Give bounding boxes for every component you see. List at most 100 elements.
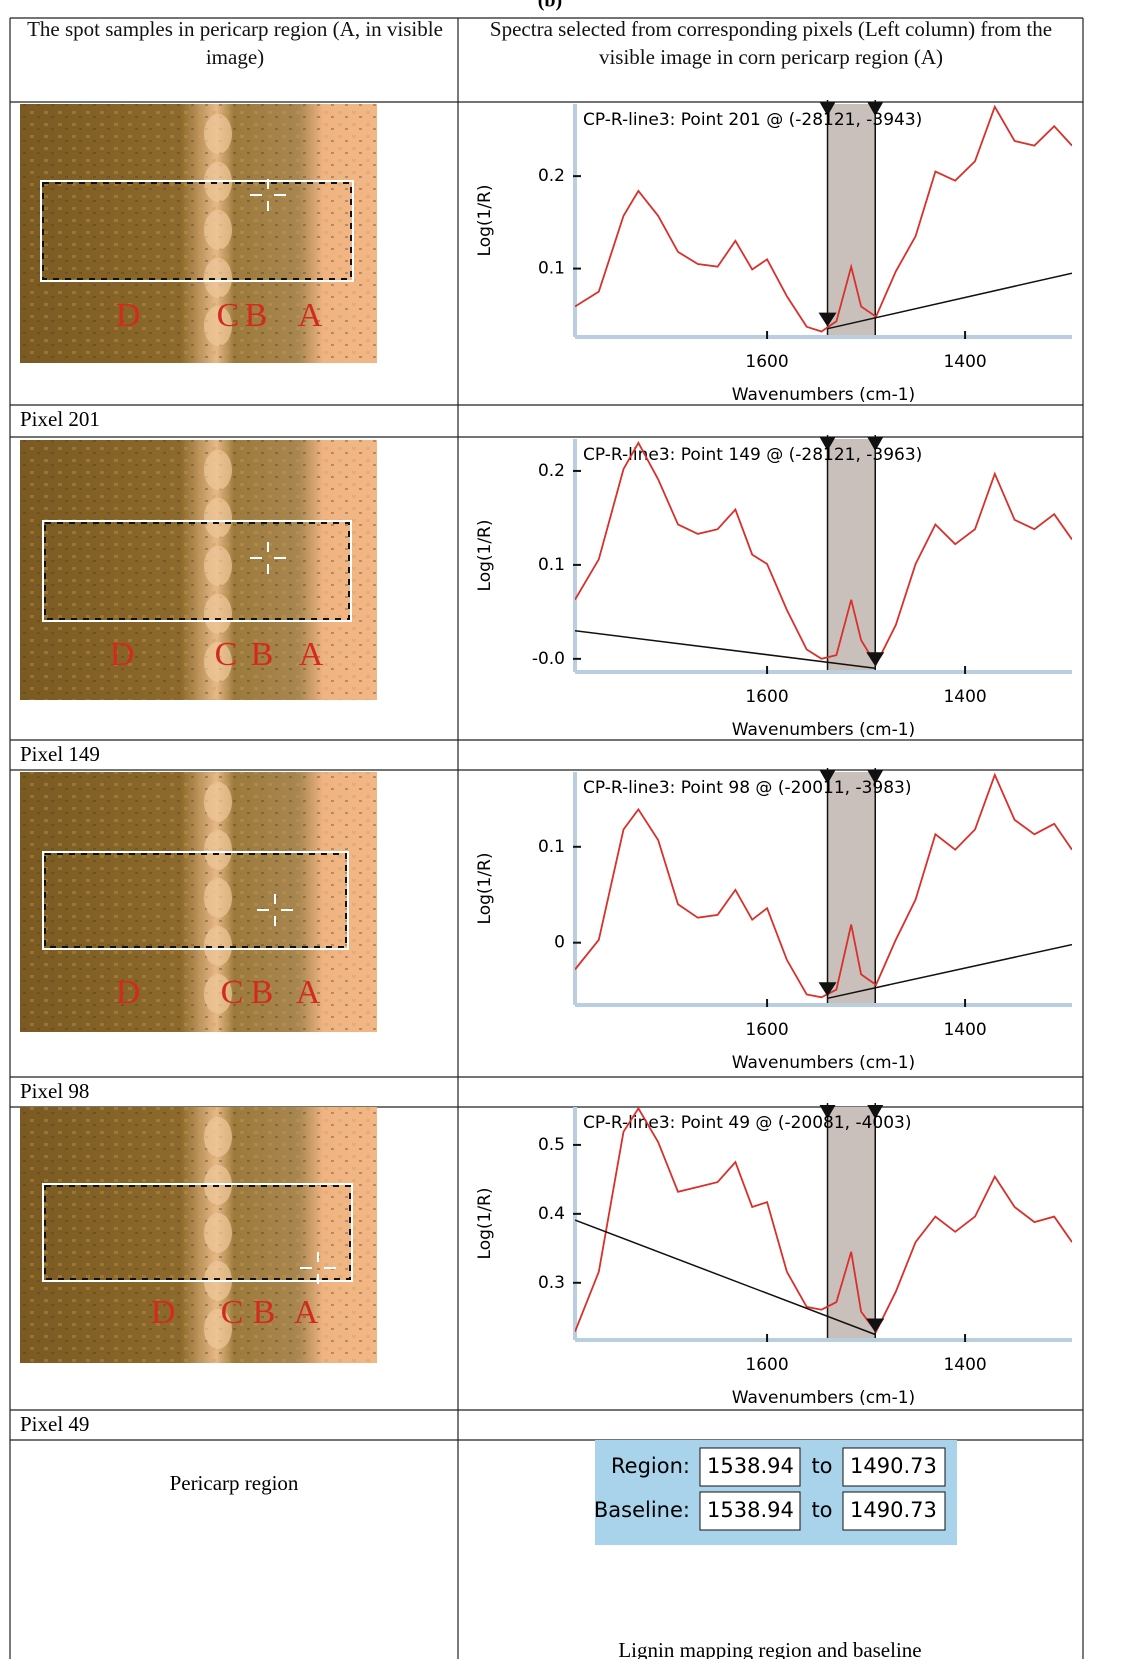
cell [204,642,232,682]
edge-marker [819,1105,836,1119]
region-band [827,1107,876,1340]
input-box[interactable] [842,1491,946,1531]
x-tick-label: 1600 [745,687,788,707]
y-axis-label: Log(1/R) [475,185,495,257]
baseline-line [575,1219,876,1336]
selection-box-dash [42,182,352,280]
x-tick-label: 1400 [943,1355,986,1375]
chart-annotation: CP-R-line3: Point 98 @ (-20011, -3983) [583,778,912,798]
region-letter: B [245,297,268,334]
cell [204,878,232,918]
chart-annotation: CP-R-line3: Point 49 @ (-20081, -4003) [583,1113,912,1133]
x-tick-label: 1400 [943,1020,986,1040]
region-letter: A [294,1294,319,1331]
y-tick-label: 0 [554,933,565,953]
x-axis-label: Wavenumbers (cm-1) [732,720,915,740]
x-axis-label: Wavenumbers (cm-1) [732,1053,915,1073]
image-texture [20,104,377,363]
image-texture [20,1107,377,1363]
cell [204,782,232,822]
x-axis-label: Wavenumbers (cm-1) [732,1388,915,1408]
baseline-line [575,629,876,669]
input-box[interactable] [699,1447,801,1487]
edge-marker [867,102,884,116]
selection-box [40,180,354,282]
region-band [827,439,876,672]
region-letter: B [251,636,274,673]
x-tick-label: 1400 [943,352,986,372]
baseline-marker [818,982,837,997]
edge-marker [867,770,884,784]
edge-marker [867,1105,884,1119]
spectrum-chart: 0 0.1 1600 1400 Wavenumbers (cm-1) Log(1/R) CP… [475,768,1072,1073]
cell [204,210,232,250]
region-letter: A [296,974,321,1011]
edge-marker [867,437,884,451]
cell [204,594,232,634]
spectrum-line [575,104,1072,333]
y-tick-label: 0.2 [538,461,565,481]
cell [204,114,232,154]
region-letter: C [215,636,238,673]
y-tick-label: 0.1 [538,259,565,279]
pixel-label: Pixel 98 [20,1079,89,1103]
region-band [827,104,876,337]
baseline-from: 1538.94 [707,1498,794,1522]
region-letter: D [110,636,135,673]
spectrum-line [575,1107,1072,1334]
footer-left: Pericarp region [170,1471,299,1495]
region-letter: D [151,1294,176,1331]
baseline-marker [866,652,885,667]
header-left: The spot samples in pericarp region (A, … [27,17,443,69]
panel-caption: Lignin mapping region and baseline [618,1638,921,1659]
image-texture [20,772,377,1032]
baseline-to: 1490.73 [850,1498,937,1522]
y-tick-label: -0.0 [532,649,565,669]
x-axis-label: Wavenumbers (cm-1) [732,385,915,405]
region-letter: C [221,974,244,1011]
chart-annotation: CP-R-line3: Point 201 @ (-28121, -3943) [583,110,922,130]
region-letter: A [298,297,323,334]
spectrum-line [575,440,1072,667]
crosshair [300,1252,336,1284]
crosshair [250,542,286,574]
input-box[interactable] [699,1491,801,1531]
region-letter: D [116,974,141,1011]
y-tick-label: 0.1 [538,837,565,857]
selection-box [42,1183,353,1282]
cell [204,306,232,346]
edge-marker [819,102,836,116]
input-box[interactable] [842,1447,946,1487]
cell [204,498,232,538]
baseline-marker [818,312,837,327]
to-word: to [811,1454,832,1478]
y-tick-label: 0.3 [538,1273,565,1293]
chart-annotation: CP-R-line3: Point 149 @ (-28121, -3963) [583,445,922,465]
region-panel: Region: 1538.94 to 1490.73 Baseline: 153… [594,1440,957,1545]
x-tick-label: 1600 [745,1020,788,1040]
edge-marker [819,770,836,784]
to-word: to [811,1498,832,1522]
cell [204,546,232,586]
baseline-line [827,272,1072,330]
region-letter: B [251,974,274,1011]
y-tick-label: 0.4 [538,1204,565,1224]
cell [204,258,232,298]
x-tick-label: 1400 [943,687,986,707]
region-letter: D [116,297,141,334]
region-letter: A [299,636,324,673]
region-letter: C [217,297,240,334]
region-letter: C [221,1294,244,1331]
y-tick-label: 0.2 [538,166,565,186]
y-axis-label: Log(1/R) [475,853,495,925]
figure-label: (b) [538,0,562,12]
spectrum-chart: 0.1 0.2 1600 1400 Wavenumbers (cm-1) Log(1/R)… [475,100,1072,405]
spectrum-chart: -0.0 0.1 0.2 1600 1400 Wavenumbers (cm-1) Log(… [475,435,1072,740]
spectrum-line [575,772,1072,999]
cell [204,1117,232,1157]
y-tick-label: 0.1 [538,555,565,575]
